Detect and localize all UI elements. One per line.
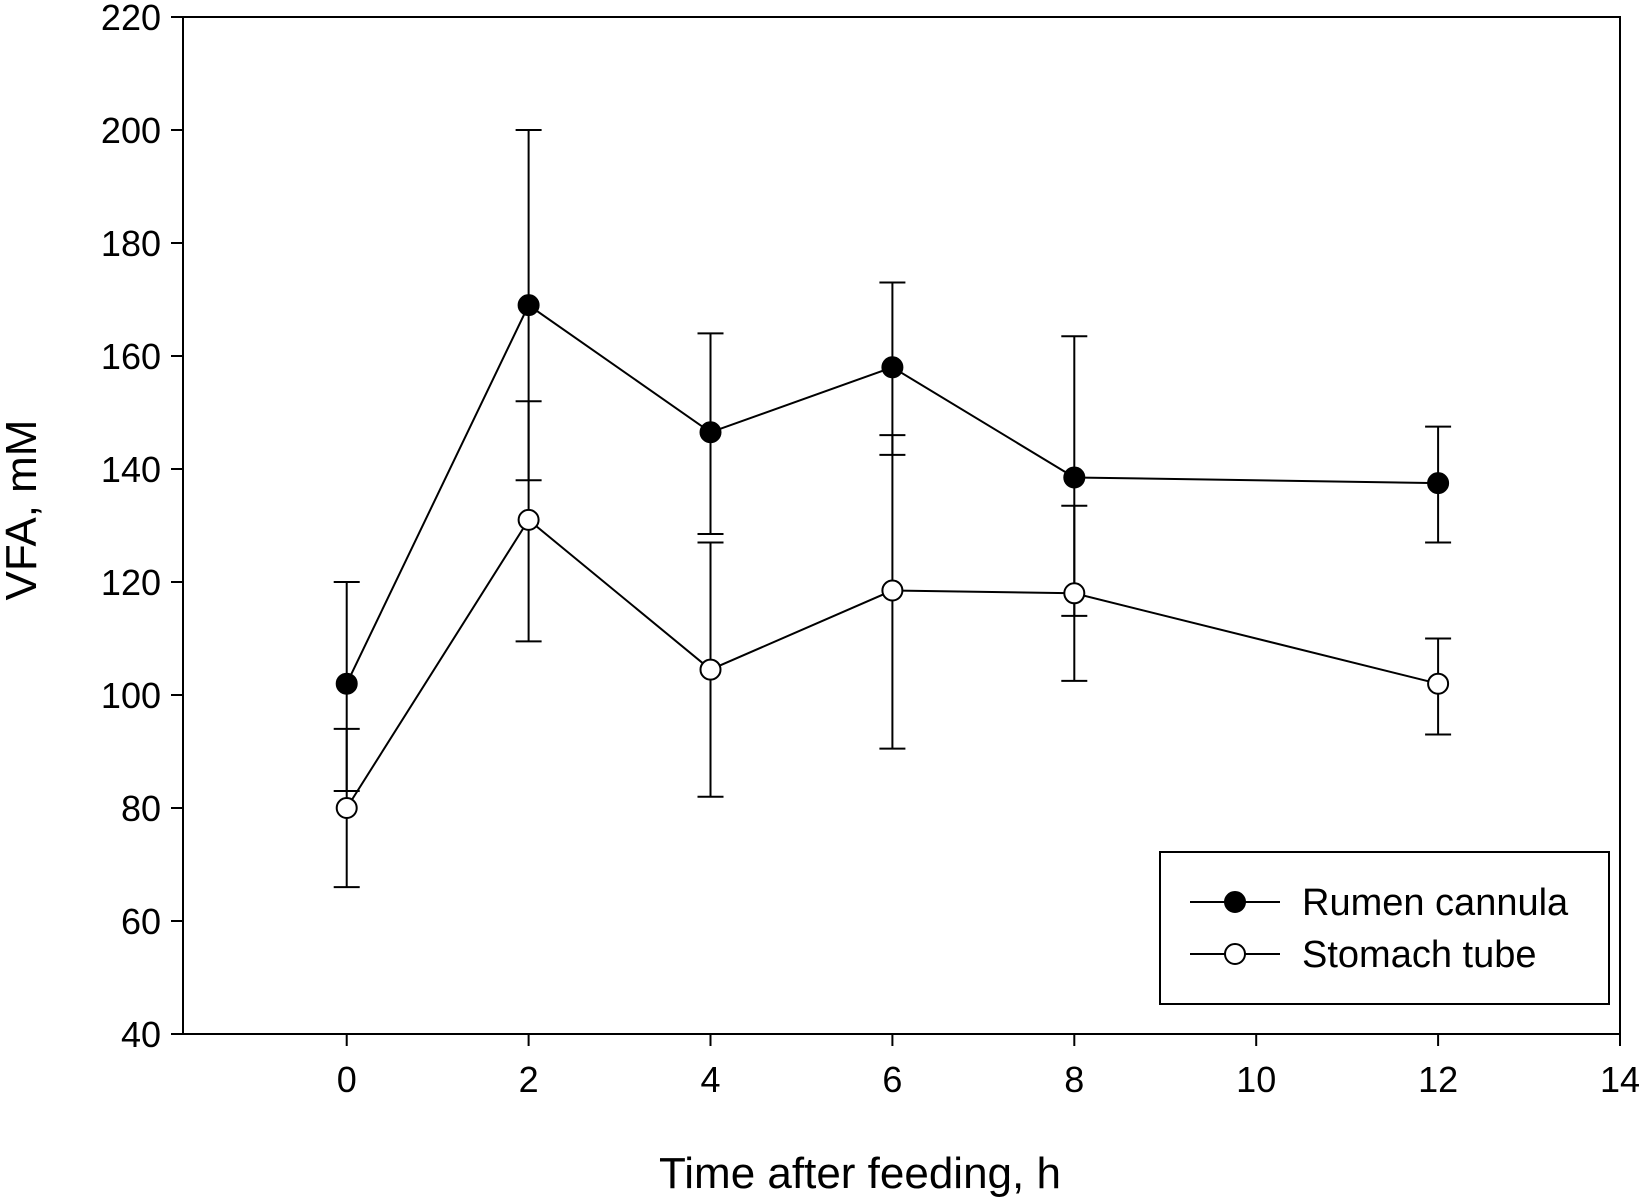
- x-tick-label: 6: [882, 1059, 902, 1100]
- x-tick-label: 12: [1418, 1059, 1458, 1100]
- y-tick-label: 40: [121, 1014, 161, 1055]
- data-point: [1063, 466, 1086, 489]
- data-point: [699, 421, 722, 444]
- data-point: [517, 508, 540, 531]
- x-axis-title: Time after feeding, h: [659, 1149, 1061, 1198]
- series-stomach-tube: [333, 400, 1452, 889]
- series-line: [345, 303, 1439, 685]
- data-point: [699, 658, 722, 681]
- data-point: [335, 672, 358, 695]
- y-tick-label: 120: [101, 562, 161, 603]
- data-point: [517, 294, 540, 317]
- x-tick-label: 8: [1064, 1059, 1084, 1100]
- x-tick-label: 14: [1600, 1059, 1639, 1100]
- data-point: [881, 579, 904, 602]
- y-tick-label: 220: [101, 0, 161, 38]
- legend-box: [1159, 851, 1610, 1005]
- y-tick-label: 80: [121, 788, 161, 829]
- y-axis-title: VFA, mM: [0, 420, 46, 601]
- y-tick-label: 140: [101, 449, 161, 490]
- legend-marker: [1224, 943, 1246, 965]
- series-line: [345, 518, 1439, 809]
- legend-marker: [1224, 891, 1246, 913]
- y-tick-label: 160: [101, 336, 161, 377]
- data-point: [1427, 672, 1450, 695]
- x-tick-label: 2: [519, 1059, 539, 1100]
- y-tick-label: 100: [101, 675, 161, 716]
- y-tick-label: 200: [101, 110, 161, 151]
- x-tick-label: 10: [1236, 1059, 1276, 1100]
- x-tick-label: 4: [700, 1059, 720, 1100]
- x-tick-label: 0: [337, 1059, 357, 1100]
- y-tick-label: 180: [101, 223, 161, 264]
- legend: Rumen cannula Stomach tube: [1159, 851, 1610, 1005]
- y-tick-label: 60: [121, 901, 161, 942]
- data-point: [1427, 472, 1450, 495]
- plot-area: 40 60 80 100 120 140 160 180 200 220 0 2 4 6 8 10 12 14 Ru…: [101, 0, 1639, 1100]
- legend-label: Rumen cannula: [1302, 882, 1569, 924]
- legend-label: Stomach tube: [1302, 934, 1536, 976]
- plot-frame: [182, 16, 1621, 1035]
- data-point: [335, 797, 358, 819]
- data-point: [1063, 582, 1086, 605]
- data-point: [881, 356, 904, 379]
